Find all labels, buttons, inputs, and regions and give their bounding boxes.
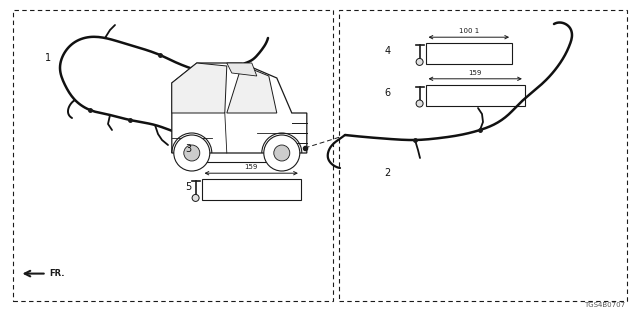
Text: 159: 159 bbox=[244, 164, 258, 170]
Text: FR.: FR. bbox=[50, 269, 65, 278]
Circle shape bbox=[274, 145, 290, 161]
Bar bbox=[202, 179, 301, 200]
Bar bbox=[339, 10, 627, 301]
Polygon shape bbox=[227, 63, 257, 76]
Bar bbox=[13, 10, 333, 301]
Text: 100 1: 100 1 bbox=[459, 28, 479, 34]
Circle shape bbox=[416, 59, 423, 65]
Text: 6: 6 bbox=[384, 88, 390, 98]
Text: 5: 5 bbox=[186, 182, 192, 192]
Text: 4: 4 bbox=[384, 46, 390, 56]
Circle shape bbox=[174, 135, 210, 171]
Circle shape bbox=[416, 100, 423, 107]
Text: 159: 159 bbox=[468, 70, 482, 76]
Text: 100 1: 100 1 bbox=[235, 126, 255, 132]
Text: TGS4B0707: TGS4B0707 bbox=[584, 302, 625, 308]
Bar bbox=[202, 141, 288, 162]
Text: 3: 3 bbox=[186, 144, 192, 154]
Text: 2: 2 bbox=[384, 168, 390, 178]
Bar bbox=[426, 43, 512, 64]
Polygon shape bbox=[172, 63, 307, 153]
Bar bbox=[426, 85, 525, 106]
Polygon shape bbox=[172, 63, 227, 113]
Circle shape bbox=[192, 156, 199, 163]
Circle shape bbox=[264, 135, 300, 171]
Polygon shape bbox=[227, 65, 277, 113]
Text: 1: 1 bbox=[45, 52, 51, 63]
Circle shape bbox=[184, 145, 200, 161]
Circle shape bbox=[192, 195, 199, 201]
